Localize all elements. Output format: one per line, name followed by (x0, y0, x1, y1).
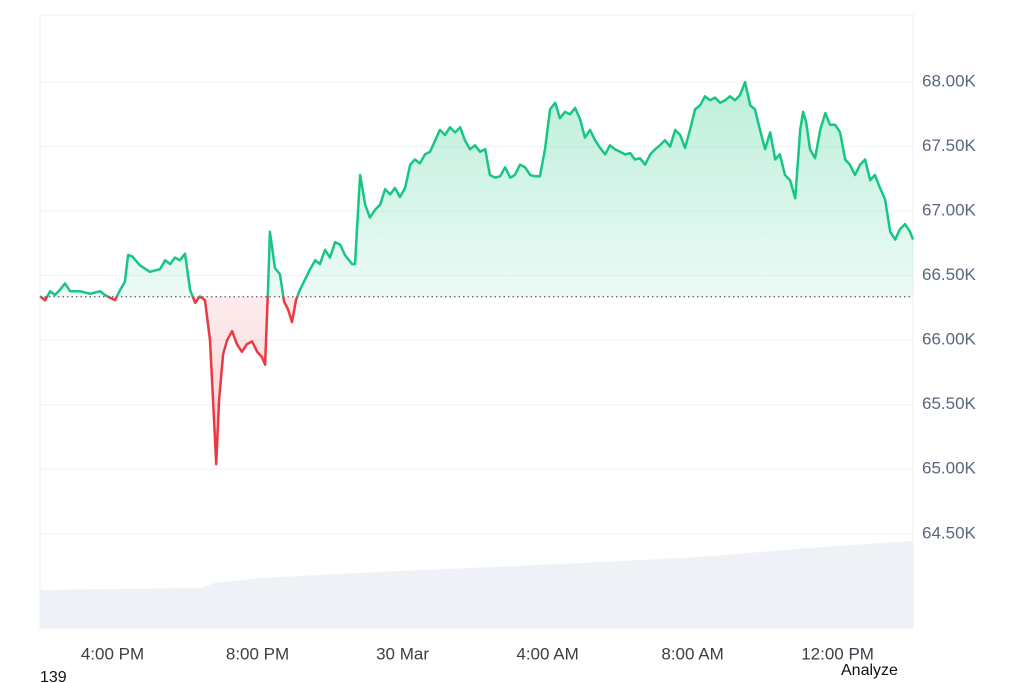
x-tick-label: 8:00 AM (661, 644, 723, 663)
y-tick-label: 64.50K (922, 523, 977, 542)
footer-left: 139 (40, 669, 67, 683)
x-tick-label: 12:00 PM (801, 644, 874, 663)
y-tick-label: 66.50K (922, 265, 977, 284)
y-tick-label: 68.00K (922, 72, 977, 91)
y-tick-label: 65.50K (922, 394, 977, 413)
x-tick-label: 30 Mar (376, 644, 429, 663)
y-tick-label: 67.50K (922, 136, 977, 155)
x-tick-label: 4:00 PM (81, 644, 144, 663)
y-tick-label: 65.00K (922, 459, 977, 478)
plot-frame (39, 14, 914, 629)
analyze-button[interactable]: Analyze (841, 662, 898, 679)
x-tick-label: 4:00 AM (516, 644, 578, 663)
volume-area (40, 541, 913, 628)
area (40, 82, 913, 465)
y-tick-label: 66.00K (922, 330, 977, 349)
y-tick-label: 67.00K (922, 201, 977, 220)
x-tick-label: 8:00 PM (226, 644, 289, 663)
price-line (39, 80, 915, 466)
